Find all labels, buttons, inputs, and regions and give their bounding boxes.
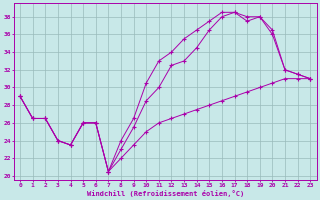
X-axis label: Windchill (Refroidissement éolien,°C): Windchill (Refroidissement éolien,°C)	[86, 190, 244, 197]
